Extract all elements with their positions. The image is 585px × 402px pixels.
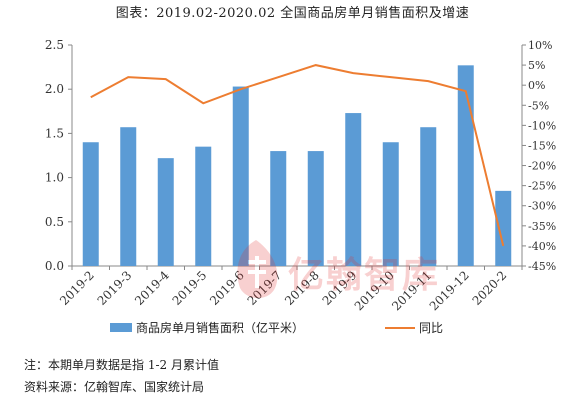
legend-bar-swatch <box>110 323 132 332</box>
right-tick-label: 0% <box>528 79 545 92</box>
footnote: 注：本期单月数据是指 1-2 月累计值 <box>24 358 219 372</box>
right-tick-label: -25% <box>528 180 556 193</box>
right-tick-label: -30% <box>528 200 556 213</box>
legend-line-label: 同比 <box>419 321 443 335</box>
right-tick-label: 10% <box>528 39 552 52</box>
watermark-text: 亿翰智库 <box>288 255 441 296</box>
right-tick-label: -35% <box>528 220 556 233</box>
axes: 0.0 0.5 1.0 1.5 2.0 2.5 10% 5% 0% -5% -10% -15% -20%… <box>45 38 556 273</box>
bar <box>495 190 512 266</box>
x-tick-label: 2019-2 <box>57 268 97 308</box>
legend-bar-label: 商品房单月销售面积（亿平米） <box>136 320 304 335</box>
bar <box>120 127 137 266</box>
left-tick-label: 0.5 <box>45 215 64 229</box>
watermark-logo: 亿翰智库 <box>228 236 488 308</box>
bar <box>420 127 437 266</box>
right-tick-label: 5% <box>528 59 545 72</box>
bar <box>157 158 174 266</box>
right-tick-label: -15% <box>528 139 556 152</box>
bar <box>82 142 99 266</box>
left-tick-label: 1.5 <box>45 126 64 140</box>
left-tick-label: 2.0 <box>45 82 64 96</box>
left-tick-label: 0.0 <box>45 259 64 273</box>
right-tick-label: -40% <box>528 240 556 253</box>
bar <box>307 151 324 266</box>
bar <box>270 151 287 266</box>
legend: 商品房单月销售面积（亿平米） 同比 <box>110 320 443 335</box>
right-tick-label: -5% <box>528 99 549 112</box>
chart-title: 图表：2019.02-2020.02 全国商品房单月销售面积及增速 <box>115 6 470 21</box>
watermark-emblem-icon <box>237 240 278 299</box>
x-tick-label: 2019-3 <box>95 268 135 308</box>
left-tick-label: 1.0 <box>45 171 64 185</box>
bar <box>232 86 249 266</box>
bar <box>457 65 474 266</box>
bar <box>345 113 362 267</box>
right-tick-label: -20% <box>528 160 556 173</box>
bar-series <box>82 65 512 267</box>
right-tick-label: -10% <box>528 119 556 132</box>
source-note: 资料来源：亿翰智库、国家统计局 <box>24 380 205 394</box>
left-tick-label: 2.5 <box>45 38 64 52</box>
bar <box>195 146 212 266</box>
right-tick-label: -45% <box>528 260 556 273</box>
bar <box>382 142 399 266</box>
yoy-line <box>90 64 505 247</box>
x-tick-label: 2019-4 <box>132 268 172 308</box>
x-tick-label: 2019-5 <box>170 268 210 308</box>
line-series <box>90 64 505 247</box>
